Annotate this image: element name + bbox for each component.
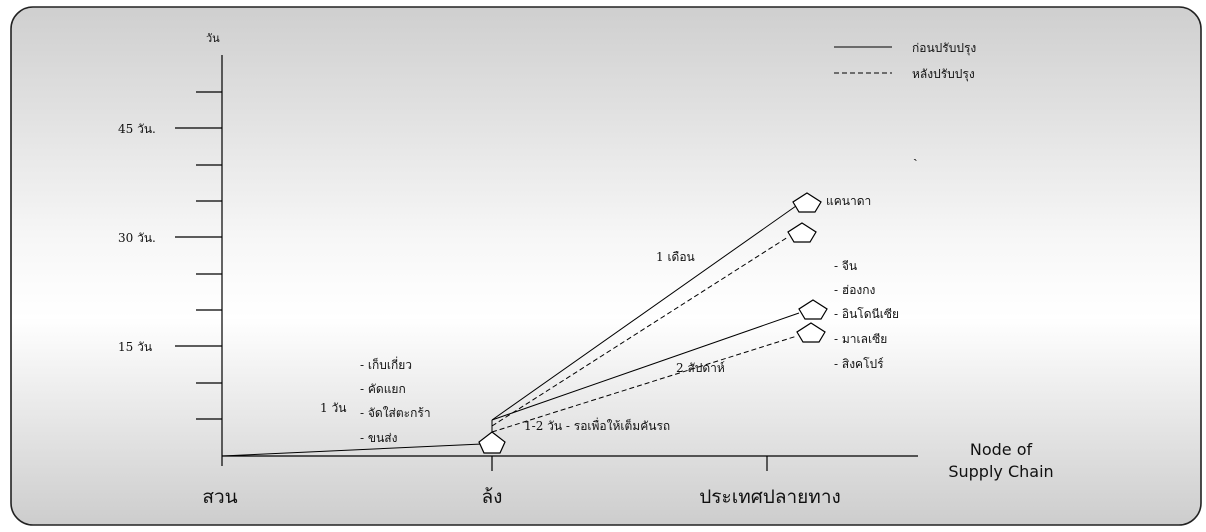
destination-canada: แคนาดา bbox=[826, 194, 871, 208]
x-axis-title-line1: Node of bbox=[970, 440, 1033, 459]
node-markers bbox=[478, 192, 828, 454]
pentagon-canada-after bbox=[787, 222, 817, 243]
node-label-destination: ประเทศปลายทาง bbox=[699, 486, 841, 508]
x-axis bbox=[221, 455, 918, 471]
diagram-frame bbox=[10, 6, 1202, 526]
y-axis-unit: วัน bbox=[206, 32, 220, 45]
flow-dashed-to-asia bbox=[491, 335, 798, 433]
pentagon-packing-house bbox=[478, 431, 506, 454]
legend-dashed-label: หลังปรับปรุง bbox=[912, 67, 975, 82]
stage1-activity-harvest: - เก็บเกี่ยว bbox=[360, 356, 412, 372]
destination-malaysia: - มาเลเซีย bbox=[834, 332, 887, 346]
stray-mark: ˏ bbox=[913, 146, 918, 162]
flow-solid-to-canada bbox=[491, 205, 797, 421]
node-label-garden: สวน bbox=[202, 486, 237, 508]
pentagon-asia-after bbox=[796, 322, 826, 343]
y-axis bbox=[175, 55, 223, 456]
flow-garden-to-packing bbox=[221, 443, 483, 457]
canada-duration-label: 1 เดือน bbox=[656, 250, 695, 264]
flow-dashed-to-canada bbox=[491, 236, 789, 427]
destination-hong-kong: - ฮ่องกง bbox=[834, 283, 875, 297]
stage1-activity-basket: - จัดใส่ตะกร้า bbox=[360, 406, 431, 420]
stage2-wait-label: 1-2 วัน - รอเพื่อให้เต็มคันรถ bbox=[524, 417, 670, 433]
destination-singapore: - สิงคโปร์ bbox=[834, 357, 884, 371]
destination-indonesia: - อินโดนีเซีย bbox=[834, 307, 899, 321]
pentagon-asia-before bbox=[798, 299, 828, 320]
legend-solid-label: ก่อนปรับปรุง bbox=[912, 41, 976, 56]
flow-solid-to-asia bbox=[491, 312, 800, 421]
stage1-activity-sort: - คัดแยก bbox=[360, 382, 406, 396]
asia-duration-label: 2 สัปดาห์ bbox=[676, 361, 725, 375]
y-tick-label-15: 15 วัน bbox=[118, 340, 152, 354]
flow-lines bbox=[221, 205, 800, 457]
stage1-duration: 1 วัน bbox=[320, 401, 346, 415]
destination-china: - จีน bbox=[834, 259, 857, 273]
y-tick-label-30: 30 วัน. bbox=[118, 231, 156, 245]
x-axis-title-line2: Supply Chain bbox=[948, 462, 1053, 481]
stage1-activity-transport: - ขนส่ง bbox=[360, 431, 397, 445]
pentagon-canada-before bbox=[792, 192, 822, 213]
y-tick-label-45: 45 วัน. bbox=[118, 122, 156, 136]
node-label-packing-house: ล้ง bbox=[482, 486, 503, 508]
